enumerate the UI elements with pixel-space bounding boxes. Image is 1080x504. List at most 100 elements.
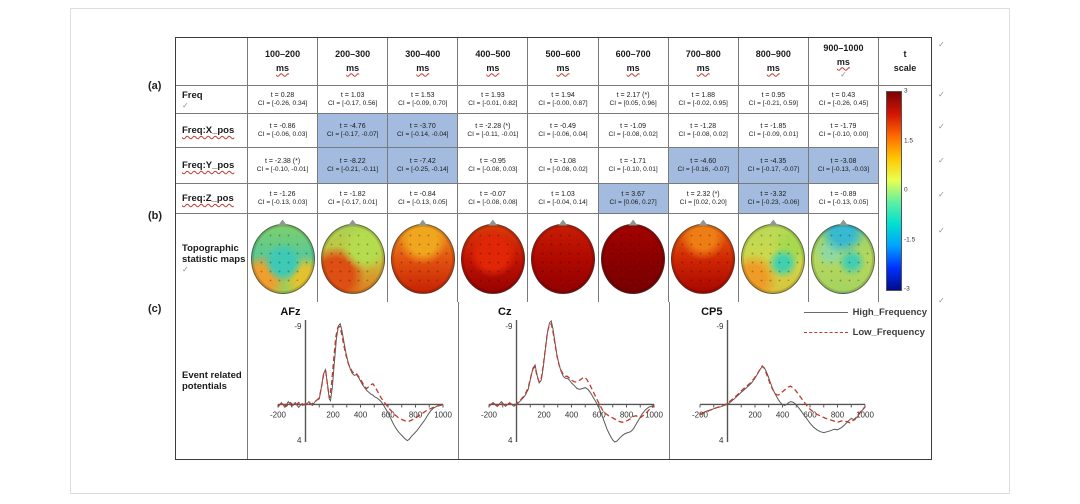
topo-wrap: [390, 223, 455, 295]
panel-label-a: (a): [148, 80, 162, 92]
t-value: t = 1.94: [551, 91, 575, 99]
erp-chart-cz: -200 200 400 600 800 1000 -9 4 Cz: [481, 306, 663, 445]
x-tick-label: 800: [409, 410, 423, 419]
t-value: t = -2.28 (*): [475, 122, 511, 130]
topo-wrap: [671, 223, 736, 295]
topo-cell: [388, 214, 459, 303]
stat-cell: t = -0.89 CI = [-0.13, 0.05]: [808, 184, 879, 214]
panel-label-b: (b): [148, 210, 163, 222]
t-value: t = -0.49: [550, 122, 576, 130]
stat-cell: t = -0.86 CI = [-0.06, 0.03]: [248, 114, 319, 148]
stat-cell: t = -1.08 CI = [-0.08, 0.02]: [528, 148, 599, 184]
erp-panel-cp5: High_Frequency Low_Frequency -200 200 400 6…: [670, 302, 931, 459]
confidence-interval: CI = [-0.10, 0.00]: [818, 130, 869, 138]
t-value: t = 3.67: [621, 190, 645, 198]
t-value: t = -3.70: [409, 122, 436, 130]
confidence-interval: CI = [-0.26, 0.34]: [257, 99, 308, 107]
t-value: t = -4.60: [690, 157, 717, 165]
statistics-table: 100–200 ms 200–300 ms 300–400 ms 400–500 ms…: [175, 37, 932, 304]
stat-cell: t = -1.82 CI = [-0.17, 0.01]: [318, 184, 389, 214]
tscale-header: t scale: [879, 38, 931, 86]
x-tick-label: 1000: [434, 410, 452, 419]
column-header-600-700: 600–700 ms: [598, 38, 669, 86]
confidence-interval: CI = [-0.09, 0.01]: [748, 130, 798, 138]
topomap-100-200: [250, 223, 315, 294]
x-tick-label: 600: [381, 410, 395, 419]
confidence-interval: CI = [-0.08, 0.02]: [678, 130, 728, 138]
confidence-interval: CI = [-0.08, 0.02]: [538, 165, 588, 173]
stat-cell: t = -0.07 CI = [-0.08, 0.08]: [458, 184, 529, 214]
tscale-colorbar-cell: 3 1.5 0 -1.5 -3: [879, 86, 931, 303]
x-tick-label: 200: [748, 410, 762, 419]
t-value: t = -1.08: [550, 157, 576, 165]
x-tick-label: 1000: [645, 410, 663, 419]
time-unit-text: ms: [276, 62, 290, 73]
topo-wrap: [320, 223, 385, 295]
confidence-interval: CI = [-0.13, -0.03]: [817, 165, 870, 173]
legend-label-low-frequency: Low_Frequency: [852, 327, 925, 338]
t-scale-colorbar: [886, 91, 902, 291]
tscale-header-line2: scale: [893, 62, 917, 73]
topo-cell: [739, 214, 809, 303]
time-unit-text: ms: [626, 62, 640, 73]
column-header-800-900: 800–900 ms: [738, 38, 809, 86]
stat-cell: t = -1.28 CI = [-0.08, 0.02]: [668, 114, 739, 148]
stat-cell: t = -0.84 CI = [-0.13, 0.05]: [388, 184, 459, 214]
electrode-title: CP5: [701, 306, 722, 318]
column-header-700-800: 700–800 ms: [668, 38, 739, 86]
high-frequency-line-sample: [803, 312, 848, 313]
erp-curve-low_frequency: [699, 364, 866, 424]
x-tick-label: -200: [481, 410, 498, 419]
confidence-interval: CI = [0.06, 0.27]: [609, 198, 657, 206]
t-value: t = -0.84: [409, 190, 436, 198]
time-unit-text: ms: [836, 56, 850, 67]
formatting-mark: ✓: [938, 226, 945, 235]
time-range-text: 300–400: [405, 49, 441, 59]
confidence-interval: CI = [-0.06, 0.04]: [538, 130, 588, 138]
stat-cell: t = 1.03 CI = [-0.04, 0.14]: [528, 184, 599, 214]
t-value: t = -1.09: [620, 122, 647, 130]
colorbar-tick-label: -1.5: [904, 236, 916, 243]
x-tick-label: 1000: [856, 410, 874, 419]
topomap-500-600: [530, 223, 595, 294]
x-tick-label: 800: [620, 410, 634, 419]
t-value: t = 0.43: [831, 91, 856, 99]
formatting-mark: ✓: [938, 296, 945, 305]
x-tick-label: 800: [831, 410, 845, 419]
erp-curve-low_frequency: [488, 322, 655, 423]
topomap-700-800: [671, 223, 736, 294]
t-value: t = -1.28: [690, 122, 717, 130]
topo-cell: [318, 214, 389, 303]
confidence-interval: CI = [-0.17, -0.07]: [326, 130, 379, 138]
topo-cell: [809, 214, 879, 303]
stat-cell: t = -1.79 CI = [-0.10, 0.00]: [808, 114, 879, 148]
t-value: t = -8.22: [339, 157, 366, 165]
erp-curve-high_frequency: [699, 365, 866, 434]
row-label-freq-x-pos: Freq:X_pos: [176, 114, 248, 148]
t-value: t = -3.32: [760, 190, 787, 198]
erp-row-label: Event related potentials: [176, 302, 248, 459]
row-label-text: Freq:Z_pos: [182, 193, 234, 204]
topomap-800-900: [741, 223, 806, 294]
stat-cell: t = 0.28 CI = [-0.26, 0.34]: [248, 86, 319, 114]
erp-row-label-text: Event related potentials: [182, 369, 242, 392]
t-value: t = -1.79: [830, 122, 857, 130]
erp-curve-high_frequency: [277, 322, 444, 442]
column-header-200-300: 200–300 ms: [318, 38, 389, 86]
x-tick-label: 400: [776, 410, 790, 419]
t-value: t = -4.35: [760, 157, 787, 165]
legend-item-low-frequency: Low_Frequency: [803, 327, 927, 338]
confidence-interval: CI = [-0.08, 0.03]: [468, 165, 518, 173]
row-label-freq: Freq ✓: [176, 86, 248, 114]
t-value: t = 0.95: [761, 91, 786, 99]
time-range-text: 700–800: [685, 49, 721, 59]
formatting-mark: ✓: [938, 190, 945, 199]
column-header-500-600: 500–600 ms: [528, 38, 599, 86]
t-value: t = 1.53: [411, 91, 435, 99]
stat-cell: t = -1.26 CI = [-0.13, 0.03]: [248, 184, 319, 214]
time-unit-text: ms: [486, 62, 500, 73]
t-value: t = -0.95: [479, 157, 506, 165]
confidence-interval: CI = [-0.26, 0.45]: [818, 99, 869, 107]
